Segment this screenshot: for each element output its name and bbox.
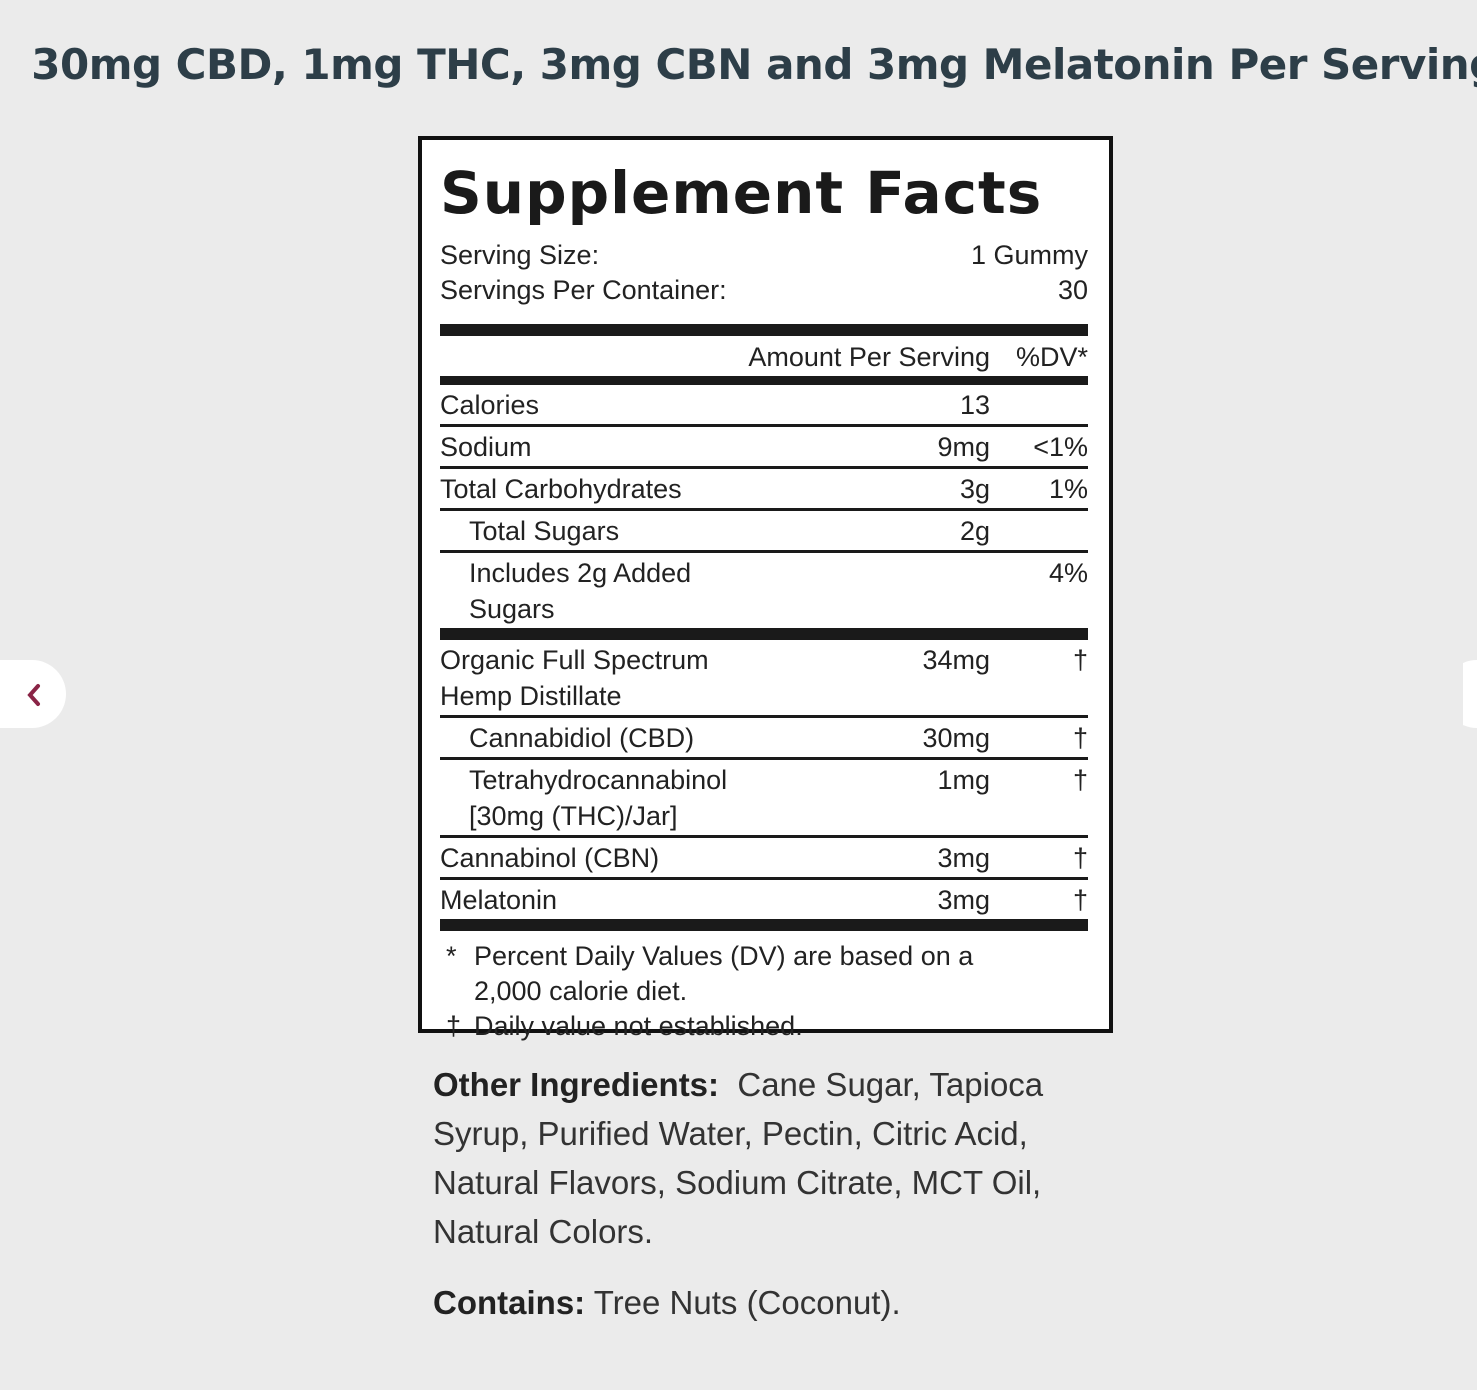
footnote-text: Percent Daily Values (DV) are based on a…	[474, 941, 974, 1006]
label: Other Ingredients:	[433, 1066, 720, 1103]
nutrient-name: Melatonin	[440, 885, 558, 915]
nutrient-row: Cannabidiol (CBD) 30mg †	[440, 718, 1088, 760]
nutrient-amount: 34mg	[922, 645, 990, 675]
contains: Contains: Tree Nuts (Coconut).	[433, 1278, 1083, 1327]
footnote: † Daily value not established.	[440, 1009, 1088, 1044]
serving-label: Serving Size:	[440, 240, 600, 270]
nutrient-dv	[990, 513, 1088, 549]
divider	[440, 919, 1088, 931]
amount-header: Amount Per Serving	[748, 342, 990, 372]
divider	[440, 324, 1088, 336]
nutrient-dv: <1%	[1033, 432, 1088, 462]
divider	[440, 376, 1088, 385]
nutrient-amount	[740, 555, 990, 627]
nutrient-amount: 3mg	[937, 885, 990, 915]
footnote-text: Daily value not established.	[474, 1011, 803, 1041]
text: Cane Sugar, Tapioca Syrup, Purified Wate…	[433, 1066, 1044, 1250]
nutrient-name: Cannabidiol (CBD)	[469, 723, 695, 753]
nutrient-amount: 30mg	[922, 723, 990, 753]
nutrient-name: Sodium	[440, 432, 532, 462]
serving-label: Servings Per Container:	[440, 275, 727, 305]
nutrient-row: Sodium 9mg <1%	[440, 427, 1088, 469]
nutrient-amount: 3mg	[937, 843, 990, 873]
nutrient-dv: †	[1072, 843, 1088, 873]
nutrient-amount: 3g	[959, 474, 990, 504]
nutrient-dv	[990, 387, 1088, 423]
serving-row: Serving Size: 1 Gummy	[440, 238, 1088, 273]
nutrient-dv: 4%	[1048, 558, 1088, 588]
nutrient-row: Cannabinol (CBN) 3mg †	[440, 838, 1088, 880]
serving-row: Servings Per Container: 30	[440, 273, 1088, 308]
nutrient-row: Total Sugars 2g	[440, 511, 1088, 553]
nutrient-name: Cannabinol (CBN)	[440, 843, 660, 873]
nutrient-name: Total Carbohydrates	[440, 474, 682, 504]
nutrient-row: Tetrahydrocannabinol [30mg (THC)/Jar] 1mg…	[440, 760, 1088, 838]
divider	[440, 628, 1088, 640]
nutrient-amount: 2g	[959, 516, 990, 546]
nutrient-dv: †	[1072, 723, 1088, 753]
nutrient-name: Total Sugars	[469, 516, 620, 546]
nutrient-row: Calories 13	[440, 385, 1088, 427]
supplement-facts-panel: Supplement Facts Serving Size: 1 Gummy Ser…	[418, 136, 1113, 1041]
nutrient-amount: 9mg	[937, 432, 990, 462]
other-ingredients: Other Ingredients: Cane Sugar, Tapioca S…	[433, 1060, 1083, 1256]
nutrient-row: Includes 2g Added Sugars 4%	[440, 553, 1088, 628]
nutrient-name: Includes 2g Added Sugars	[469, 558, 692, 624]
panel-title: Supplement Facts	[440, 159, 1043, 227]
dv-header: %DV*	[1015, 342, 1088, 372]
nutrient-row: Melatonin 3mg †	[440, 880, 1088, 919]
footnote-mark: †	[446, 1011, 462, 1041]
nutrient-amount: 1mg	[937, 765, 990, 795]
serving-value: 1 Gummy	[970, 240, 1088, 270]
label: Contains:	[433, 1284, 586, 1321]
nutrient-dv: 1%	[1048, 474, 1088, 504]
nutrient-amount: 13	[959, 390, 990, 420]
footnote-mark: *	[446, 941, 457, 971]
footnote: * Percent Daily Values (DV) are based on …	[440, 939, 1088, 1009]
nutrient-row: Organic Full Spectrum Hemp Distillate 34m…	[440, 640, 1088, 718]
nutrient-dv: †	[1072, 645, 1088, 675]
text: Tree Nuts (Coconut).	[593, 1284, 901, 1321]
serving-value: 30	[1057, 275, 1088, 305]
nutrient-name: Organic Full Spectrum Hemp Distillate	[440, 645, 709, 711]
nutrient-dv: †	[1072, 885, 1088, 915]
nutrient-dv: †	[1072, 765, 1088, 795]
prev-button[interactable]	[0, 660, 66, 730]
page-title: 30mg CBD, 1mg THC, 3mg CBN and 3mg Melat…	[31, 40, 1477, 89]
next-button[interactable]	[1463, 660, 1477, 730]
nutrient-name: Tetrahydrocannabinol [30mg (THC)/Jar]	[469, 765, 728, 831]
nutrient-row: Total Carbohydrates 3g 1%	[440, 469, 1088, 511]
column-headers: Amount Per Serving %DV*	[440, 336, 1088, 376]
nutrient-name: Calories	[440, 390, 540, 420]
